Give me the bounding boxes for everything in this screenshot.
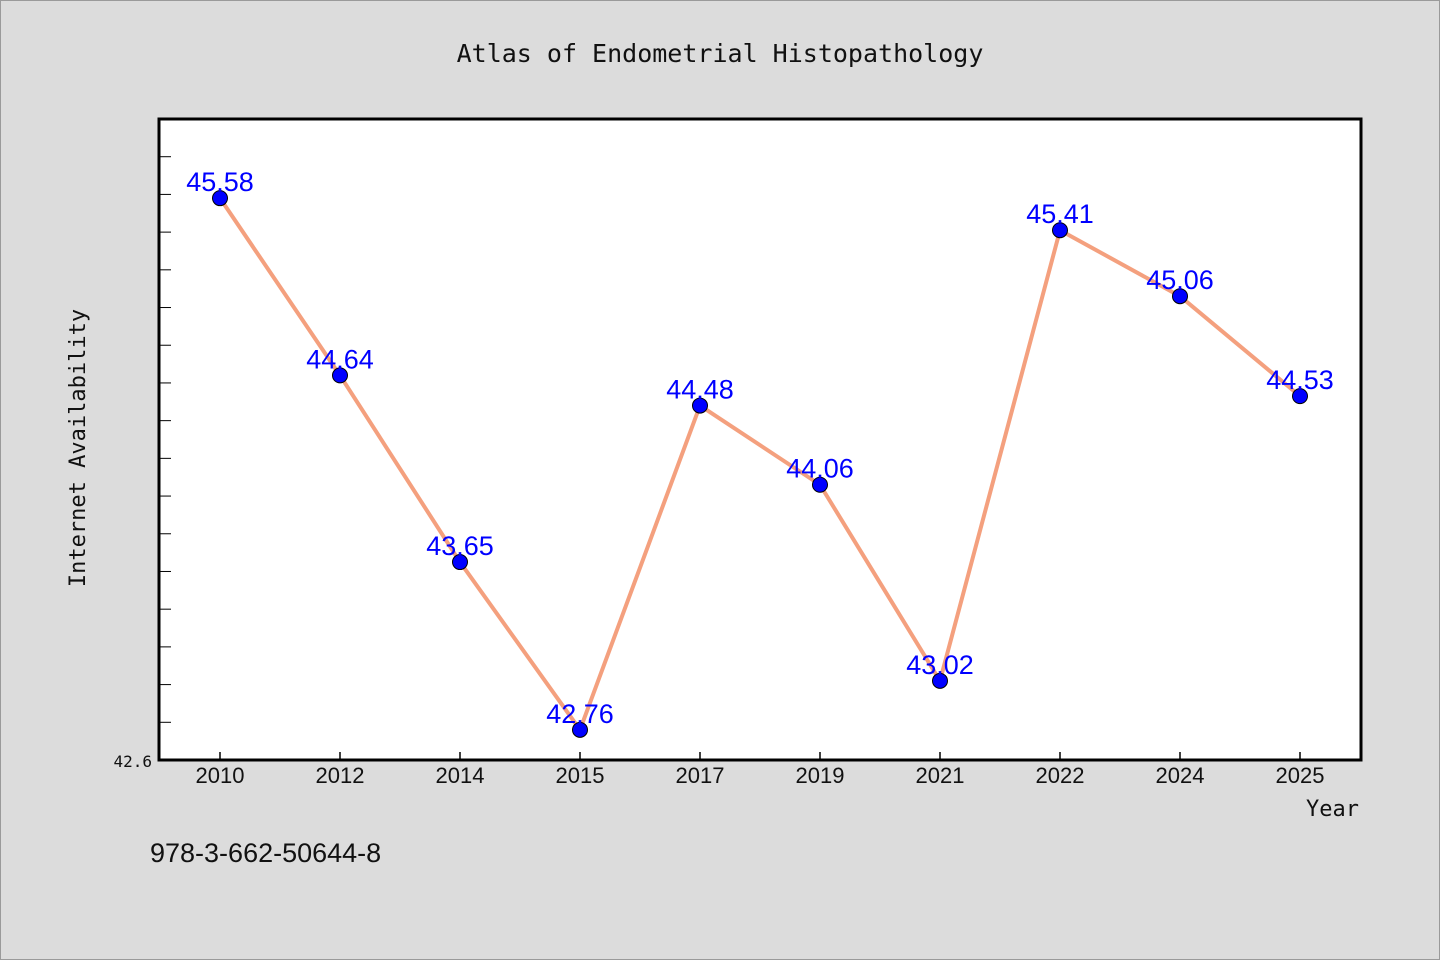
plot-area — [157, 117, 1363, 762]
data-point-2014 — [452, 554, 468, 571]
data-labels: 45.58 44.64 43.65 42.76 44.48 44.06 43.02 45.41… — [186, 167, 1334, 729]
data-label-2015: 42.76 — [546, 699, 614, 729]
data-label-2012: 44.64 — [306, 344, 374, 374]
data-label-2021: 43.02 — [906, 650, 974, 680]
x-tick-label: 2010 — [196, 763, 245, 788]
x-tick-label: 2019 — [796, 763, 845, 788]
x-axis-tick-labels: 2010 2012 2014 2015 2017 2019 2021 2022 2024 2025 — [196, 763, 1325, 788]
x-axis-ticks — [219, 752, 1301, 760]
series-line — [218, 197, 1302, 732]
chart-title: Atlas of Endometrial Histopathology — [457, 39, 984, 68]
data-point-2022 — [1052, 222, 1068, 239]
data-point-2012 — [332, 367, 348, 384]
x-tick-label: 2015 — [556, 763, 605, 788]
x-tick-label: 2012 — [316, 763, 365, 788]
data-point-2019 — [812, 476, 828, 493]
x-tick-label: 2017 — [676, 763, 725, 788]
data-label-2010: 45.58 — [186, 167, 254, 197]
y-axis-ticks — [159, 118, 171, 761]
y-axis-label: Internet Availability — [66, 309, 91, 587]
data-label-2017: 44.48 — [666, 375, 734, 405]
x-tick-label: 2014 — [436, 763, 485, 788]
data-label-2022: 45.41 — [1026, 199, 1094, 229]
x-tick-label: 2022 — [1036, 763, 1085, 788]
data-label-2019: 44.06 — [786, 454, 854, 484]
data-label-2024: 45.06 — [1146, 265, 1214, 295]
data-label-2014: 43.65 — [426, 531, 494, 561]
data-point-2010 — [212, 190, 228, 207]
isbn-footer: 978-3-662-50644-8 — [150, 838, 381, 868]
data-point-2017 — [692, 397, 708, 414]
y-tick-label: 42.6 — [113, 752, 152, 771]
x-tick-label: 2025 — [1276, 763, 1325, 788]
x-tick-label: 2021 — [916, 763, 965, 788]
data-point-markers — [212, 190, 1308, 738]
x-axis-label: Year — [1306, 797, 1359, 822]
data-point-2025 — [1292, 388, 1308, 405]
data-label-2025: 44.53 — [1266, 365, 1334, 395]
data-point-2024 — [1172, 288, 1188, 305]
x-tick-label: 2024 — [1156, 763, 1205, 788]
data-point-2021 — [932, 672, 948, 689]
data-point-2015 — [572, 721, 588, 738]
